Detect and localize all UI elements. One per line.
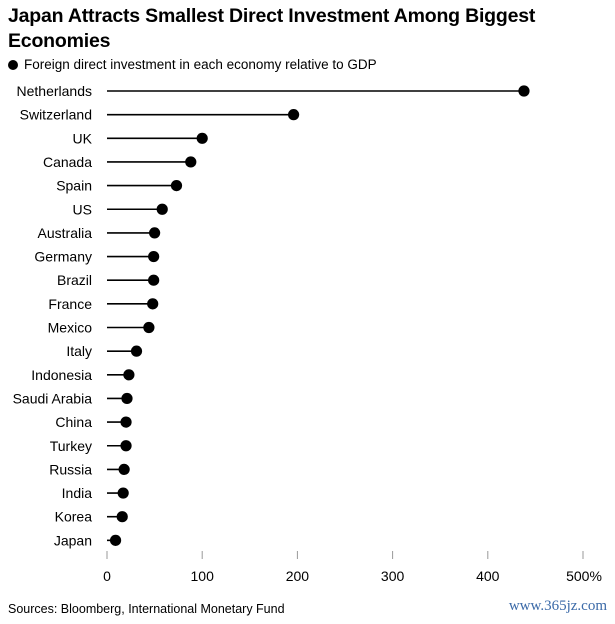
dot-netherlands bbox=[518, 85, 530, 97]
watermark: www.365jz.com bbox=[508, 598, 607, 614]
x-tick-label-3: 300 bbox=[381, 568, 405, 584]
dot-korea bbox=[116, 511, 128, 523]
dot-turkey bbox=[120, 440, 132, 452]
dot-france bbox=[147, 298, 159, 310]
source-note: Sources: Bloomberg, International Moneta… bbox=[8, 602, 285, 616]
dot-mexico bbox=[143, 321, 155, 334]
x-tick-label-0: 0 bbox=[103, 568, 111, 584]
x-tick-label-4: 400 bbox=[476, 568, 500, 584]
x-tick-label-2: 200 bbox=[286, 568, 310, 584]
category-label-saudi-arabia: Saudi Arabia bbox=[13, 390, 93, 406]
dot-china bbox=[120, 416, 132, 428]
dot-us bbox=[156, 203, 168, 215]
category-label-india: India bbox=[62, 485, 93, 501]
legend: Foreign direct investment in each econom… bbox=[8, 57, 377, 72]
category-label-turkey: Turkey bbox=[50, 438, 92, 454]
dot-japan bbox=[109, 534, 122, 546]
x-tick-label-1: 100 bbox=[191, 568, 215, 584]
category-label-korea: Korea bbox=[55, 509, 93, 525]
legend-marker bbox=[8, 59, 18, 70]
category-label-germany: Germany bbox=[34, 249, 92, 265]
category-label-netherlands: Netherlands bbox=[17, 83, 93, 99]
dot-indonesia bbox=[123, 369, 135, 381]
category-label-russia: Russia bbox=[49, 461, 92, 477]
category-label-indonesia: Indonesia bbox=[31, 367, 92, 383]
category-label-us: US bbox=[73, 201, 92, 217]
dot-india bbox=[117, 487, 129, 499]
dot-russia bbox=[118, 463, 130, 475]
category-label-spain: Spain bbox=[56, 178, 92, 194]
dot-germany bbox=[148, 250, 160, 263]
category-label-brazil: Brazil bbox=[57, 272, 92, 288]
dot-uk bbox=[196, 132, 208, 144]
category-label-australia: Australia bbox=[38, 225, 93, 241]
dot-saudi-arabia bbox=[121, 392, 133, 405]
category-label-china: China bbox=[55, 414, 92, 430]
dot-australia bbox=[149, 227, 161, 239]
chart-title: Japan Attracts Smallest Direct Investmen… bbox=[8, 5, 536, 52]
legend-label: Foreign direct investment in each econom… bbox=[24, 57, 377, 72]
dot-canada bbox=[185, 156, 197, 168]
category-label-uk: UK bbox=[73, 130, 93, 146]
dot-switzerland bbox=[287, 109, 300, 121]
category-label-italy: Italy bbox=[66, 343, 92, 359]
dot-brazil bbox=[148, 274, 160, 286]
dot-italy bbox=[130, 345, 143, 357]
dot-spain bbox=[170, 180, 183, 192]
category-label-switzerland: Switzerland bbox=[20, 107, 92, 123]
category-label-france: France bbox=[48, 296, 92, 312]
category-label-canada: Canada bbox=[43, 154, 92, 170]
category-label-mexico: Mexico bbox=[48, 320, 93, 336]
x-tick-label-5: 500% bbox=[566, 568, 602, 584]
category-label-japan: Japan bbox=[54, 532, 92, 548]
